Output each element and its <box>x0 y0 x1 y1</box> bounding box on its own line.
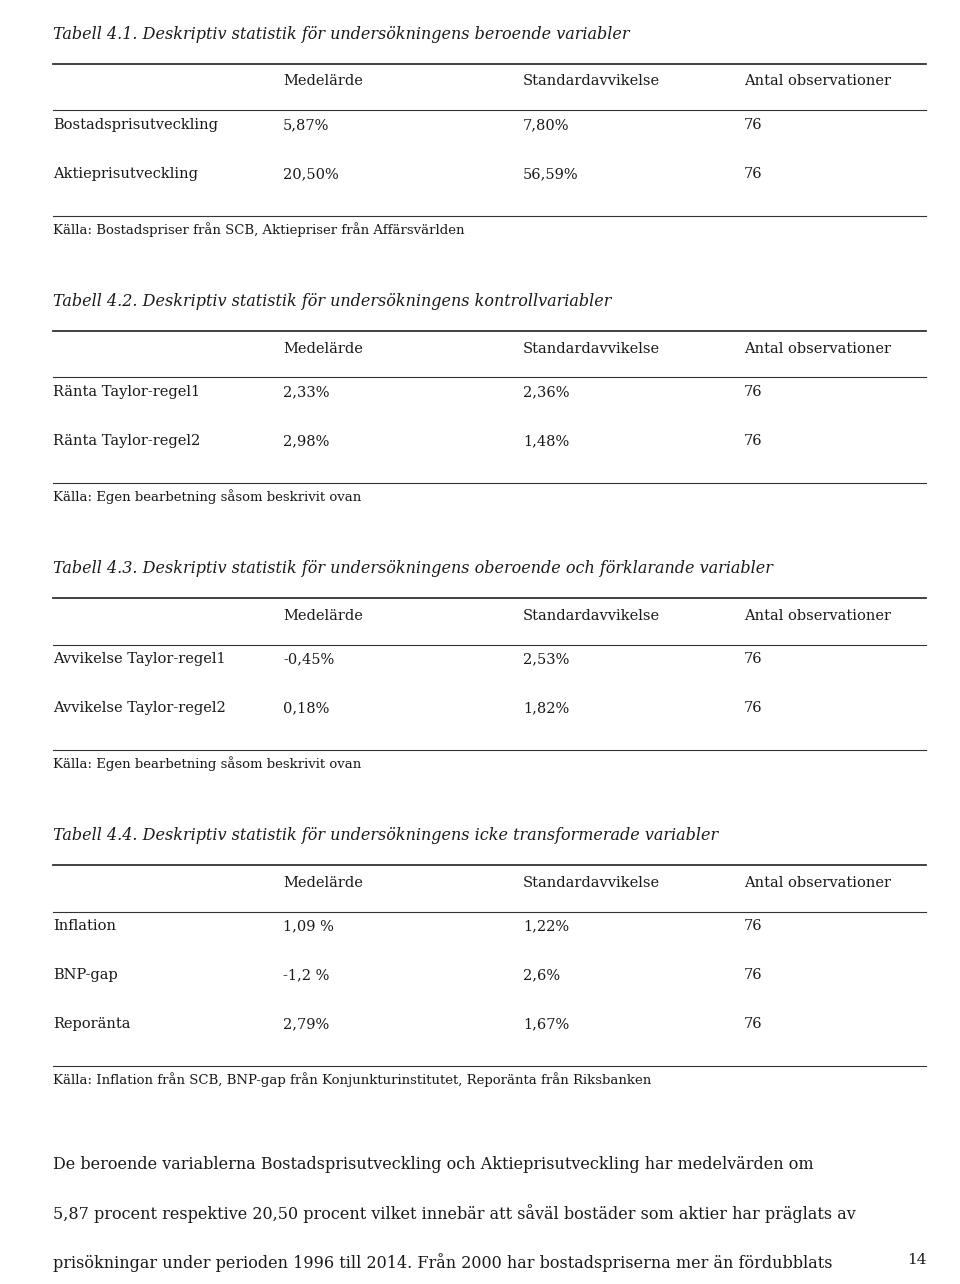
Text: 14: 14 <box>907 1253 926 1267</box>
Text: Standardavvikelse: Standardavvikelse <box>523 74 660 89</box>
Text: De beroende variablerna Bostadsprisutveckling och Aktieprisutveckling har medelv: De beroende variablerna Bostadsprisutvec… <box>53 1156 813 1172</box>
Text: Reporänta: Reporänta <box>53 1017 131 1031</box>
Text: Antal observationer: Antal observationer <box>744 74 891 89</box>
Text: 2,6%: 2,6% <box>523 968 561 982</box>
Text: 0,18%: 0,18% <box>283 701 329 715</box>
Text: 76: 76 <box>744 968 762 982</box>
Text: 56,59%: 56,59% <box>523 167 579 181</box>
Text: 2,33%: 2,33% <box>283 385 329 399</box>
Text: 2,79%: 2,79% <box>283 1017 329 1031</box>
Text: Standardavvikelse: Standardavvikelse <box>523 876 660 890</box>
Text: Källa: Egen bearbetning såsom beskrivit ovan: Källa: Egen bearbetning såsom beskrivit … <box>53 756 361 772</box>
Text: 5,87 procent respektive 20,50 procent vilket innebär att såväl bostäder som akti: 5,87 procent respektive 20,50 procent vi… <box>53 1204 855 1224</box>
Text: Medelärde: Medelärde <box>283 609 363 623</box>
Text: 1,09 %: 1,09 % <box>283 919 334 933</box>
Text: 76: 76 <box>744 118 762 132</box>
Text: Ränta Taylor-regel2: Ränta Taylor-regel2 <box>53 434 200 448</box>
Text: Medelärde: Medelärde <box>283 74 363 89</box>
Text: Tabell 4.2. Deskriptiv statistik för undersökningens kontrollvariabler: Tabell 4.2. Deskriptiv statistik för und… <box>53 293 612 309</box>
Text: 1,48%: 1,48% <box>523 434 569 448</box>
Text: Tabell 4.3. Deskriptiv statistik för undersökningens oberoende och förklarande v: Tabell 4.3. Deskriptiv statistik för und… <box>53 560 773 577</box>
Text: 76: 76 <box>744 167 762 181</box>
Text: Källa: Inflation från SCB, BNP-gap från Konjunkturinstitutet, Reporänta från Rik: Källa: Inflation från SCB, BNP-gap från … <box>53 1072 651 1088</box>
Text: 76: 76 <box>744 385 762 399</box>
Text: Avvikelse Taylor-regel1: Avvikelse Taylor-regel1 <box>53 652 226 666</box>
Text: 7,80%: 7,80% <box>523 118 569 132</box>
Text: Aktieprisutveckling: Aktieprisutveckling <box>53 167 198 181</box>
Text: 20,50%: 20,50% <box>283 167 339 181</box>
Text: 5,87%: 5,87% <box>283 118 329 132</box>
Text: -0,45%: -0,45% <box>283 652 334 666</box>
Text: 76: 76 <box>744 652 762 666</box>
Text: Inflation: Inflation <box>53 919 116 933</box>
Text: 76: 76 <box>744 701 762 715</box>
Text: -1,2 %: -1,2 % <box>283 968 329 982</box>
Text: 2,98%: 2,98% <box>283 434 329 448</box>
Text: Medelärde: Medelärde <box>283 342 363 356</box>
Text: Källa: Bostadspriser från SCB, Aktiepriser från Affärsvärlden: Källa: Bostadspriser från SCB, Aktiepris… <box>53 222 465 238</box>
Text: Antal observationer: Antal observationer <box>744 342 891 356</box>
Text: Medelärde: Medelärde <box>283 876 363 890</box>
Text: Bostadsprisutveckling: Bostadsprisutveckling <box>53 118 218 132</box>
Text: Källa: Egen bearbetning såsom beskrivit ovan: Källa: Egen bearbetning såsom beskrivit … <box>53 489 361 505</box>
Text: 76: 76 <box>744 434 762 448</box>
Text: Ränta Taylor-regel1: Ränta Taylor-regel1 <box>53 385 200 399</box>
Text: 76: 76 <box>744 919 762 933</box>
Text: Tabell 4.4. Deskriptiv statistik för undersökningens icke transformerade variabl: Tabell 4.4. Deskriptiv statistik för und… <box>53 827 718 844</box>
Text: Antal observationer: Antal observationer <box>744 609 891 623</box>
Text: 1,22%: 1,22% <box>523 919 569 933</box>
Text: prisökningar under perioden 1996 till 2014. Från 2000 har bostadspriserna mer än: prisökningar under perioden 1996 till 20… <box>53 1253 832 1272</box>
Text: Standardavvikelse: Standardavvikelse <box>523 609 660 623</box>
Text: 2,36%: 2,36% <box>523 385 569 399</box>
Text: 1,82%: 1,82% <box>523 701 569 715</box>
Text: Tabell 4.1. Deskriptiv statistik för undersökningens beroende variabler: Tabell 4.1. Deskriptiv statistik för und… <box>53 26 630 42</box>
Text: 2,53%: 2,53% <box>523 652 569 666</box>
Text: BNP-gap: BNP-gap <box>53 968 117 982</box>
Text: 76: 76 <box>744 1017 762 1031</box>
Text: Antal observationer: Antal observationer <box>744 876 891 890</box>
Text: Avvikelse Taylor-regel2: Avvikelse Taylor-regel2 <box>53 701 226 715</box>
Text: 1,67%: 1,67% <box>523 1017 569 1031</box>
Text: Standardavvikelse: Standardavvikelse <box>523 342 660 356</box>
